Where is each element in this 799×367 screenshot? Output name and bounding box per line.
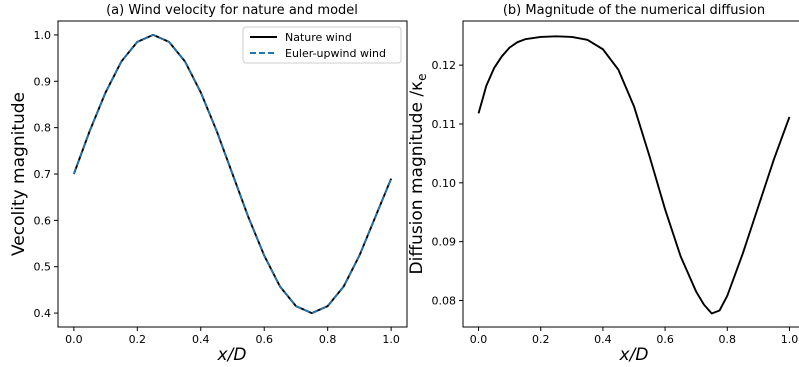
legend-frame (242, 26, 402, 64)
y-tick-label: 0.6 (34, 214, 52, 227)
y-tick-label: 0.9 (34, 75, 52, 88)
panel-a-series (72, 33, 393, 315)
y-tick-label: 0.08 (432, 295, 457, 308)
x-tick-label: 0.0 (470, 333, 488, 346)
series-line-diffusion (477, 35, 791, 315)
panel-a: (a) Wind velocity for nature and model 0… (9, 3, 408, 365)
x-tick-label: 0.0 (65, 333, 83, 346)
y-tick-label: 0.12 (432, 59, 457, 72)
y-tick-label: 0.11 (432, 118, 457, 131)
panel-b-ticks: 0.0 0.2 0.4 0.6 0.8 1.0 0.08 0.09 0.10 0.11 0.12 (432, 59, 799, 346)
x-tick-label: 1.0 (781, 333, 799, 346)
panel-b-series (477, 35, 791, 315)
x-tick-label: 0.8 (319, 333, 337, 346)
y-tick-label: 0.8 (34, 122, 52, 135)
y-tick-label: 0.10 (432, 177, 457, 190)
legend-label-euler-upwind-wind: Euler-upwind wind (285, 47, 386, 60)
x-tick-label: 0.4 (594, 333, 612, 346)
panel-a-xlabel: x/D (217, 345, 247, 365)
panel-b-xlabel: x/D (619, 345, 649, 365)
panel-a-legend: Nature wind Euler-upwind wind (242, 26, 402, 64)
x-tick-label: 0.8 (719, 333, 737, 346)
x-tick-label: 0.4 (192, 333, 210, 346)
panel-a-title: (a) Wind velocity for nature and model (106, 3, 358, 18)
panel-b-title: (b) Magnitude of the numerical diffusion (503, 3, 765, 18)
y-tick-label: 1.0 (34, 29, 52, 42)
y-tick-label: 0.4 (34, 307, 52, 320)
panel-b-axes-frame (462, 20, 799, 328)
x-tick-label: 0.2 (129, 333, 147, 346)
panel-a-ylabel: Vecolity magnitude (9, 92, 29, 256)
x-tick-label: 0.2 (532, 333, 550, 346)
panel-b-ylabel: Diffusion magnitude /κe (407, 74, 429, 275)
panel-b-ylabel-subscript: e (415, 74, 429, 81)
x-tick-label: 1.0 (382, 333, 400, 346)
panel-a-ticks: 0.0 0.2 0.4 0.6 0.8 1.0 0.4 0.5 0.6 0.7 0.8 0.9 1.0 (34, 29, 400, 346)
y-tick-label: 0.7 (34, 168, 52, 181)
series-line-euler-upwind-wind (73, 34, 392, 314)
x-tick-label: 0.6 (656, 333, 674, 346)
panel-b: (b) Magnitude of the numerical diffusion… (407, 3, 799, 365)
legend-label-nature-wind: Nature wind (285, 31, 352, 44)
y-tick-label: 0.5 (34, 261, 52, 274)
x-tick-label: 0.6 (255, 333, 273, 346)
y-tick-label: 0.09 (432, 236, 457, 249)
